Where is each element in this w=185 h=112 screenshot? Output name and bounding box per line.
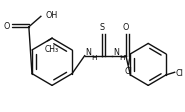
Text: O: O: [123, 23, 129, 32]
Text: S: S: [99, 23, 104, 32]
Text: Cl: Cl: [125, 67, 133, 75]
Text: H: H: [92, 54, 97, 60]
Text: H: H: [119, 54, 125, 60]
Text: OH: OH: [45, 11, 57, 20]
Text: CH₃: CH₃: [45, 45, 59, 54]
Text: Cl: Cl: [176, 68, 183, 77]
Text: O: O: [3, 22, 10, 31]
Text: N: N: [85, 47, 91, 56]
Text: N: N: [113, 47, 119, 56]
